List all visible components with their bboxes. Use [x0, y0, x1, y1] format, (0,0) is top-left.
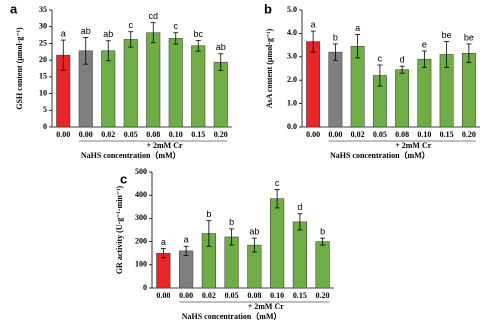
- significance-letter: ab: [216, 42, 226, 52]
- y-tick-label: 300: [135, 213, 147, 222]
- significance-letter: b: [333, 32, 338, 42]
- group-label: + 2mM Cr: [146, 141, 183, 150]
- x-axis-label: NaHS concentration（mM）: [330, 150, 430, 160]
- significance-letter: a: [61, 28, 66, 38]
- x-tick-label: 0.02: [101, 130, 115, 139]
- significance-letter: ab: [81, 26, 91, 36]
- bar: [156, 252, 171, 289]
- x-tick-label: 0.02: [351, 130, 365, 139]
- x-tick-label: 0.00: [56, 130, 70, 139]
- y-tick-label: 0: [43, 122, 47, 131]
- x-tick-label: 0.10: [270, 291, 284, 300]
- bar: [270, 198, 285, 289]
- bar: [417, 58, 432, 128]
- y-tick-label: 4.0: [287, 28, 297, 37]
- significance-letter: b: [320, 226, 325, 236]
- x-tick-label: 0.08: [146, 130, 160, 139]
- y-tick-label: 35: [39, 5, 47, 14]
- y-tick-label: 0.0: [287, 122, 297, 131]
- y-tick-label: 15: [39, 72, 47, 81]
- panel-label: a: [10, 1, 18, 16]
- y-tick-label: 2.0: [287, 75, 297, 84]
- y-tick-label: 100: [135, 260, 147, 269]
- significance-letter: ab: [103, 29, 113, 39]
- x-tick-label: 0.00: [79, 130, 93, 139]
- bar: [315, 241, 330, 289]
- significance-letter: d: [297, 202, 302, 212]
- significance-letter: b: [206, 209, 211, 219]
- y-tick-label: 5.0: [287, 5, 297, 14]
- significance-letter: c: [174, 21, 179, 31]
- bar: [213, 61, 228, 128]
- bar: [101, 50, 116, 128]
- x-tick-label: 0.10: [417, 130, 431, 139]
- x-tick-label: 0.00: [328, 130, 342, 139]
- bar: [168, 38, 183, 128]
- x-tick-label: 0.08: [395, 130, 409, 139]
- significance-letter: d: [400, 55, 405, 65]
- significance-letter: a: [311, 19, 316, 29]
- significance-letter: a: [355, 23, 360, 33]
- significance-letter: ab: [249, 226, 259, 236]
- y-axis-label: AsA content (μmol·g⁻¹): [265, 28, 274, 108]
- significance-letter: a: [161, 237, 166, 247]
- y-tick-label: 10: [39, 88, 47, 97]
- significance-letter: e: [422, 39, 427, 49]
- y-tick-label: 25: [39, 38, 47, 47]
- panel-label: b: [264, 1, 272, 16]
- y-tick-label: 3.0: [287, 52, 297, 61]
- x-tick-label: 0.08: [247, 291, 261, 300]
- panel-label: c: [120, 171, 127, 186]
- x-tick-label: 0.00: [306, 130, 320, 139]
- group-label: + 2mM Cr: [248, 302, 285, 311]
- group-label: + 2mM Cr: [395, 141, 432, 150]
- x-tick-label: 0.00: [179, 291, 193, 300]
- y-tick-label: 20: [39, 55, 47, 64]
- bar: [146, 32, 161, 128]
- y-tick-label: 500: [135, 167, 147, 176]
- bar: [395, 69, 410, 128]
- y-axis-label: GSH content (μmol·g⁻¹): [15, 27, 24, 110]
- significance-letter: c: [378, 53, 383, 63]
- x-tick-label: 0.10: [169, 130, 183, 139]
- significance-letter: b: [229, 217, 234, 227]
- x-tick-label: 0.15: [293, 291, 307, 300]
- y-tick-label: 1.0: [287, 98, 297, 107]
- bar: [123, 39, 138, 128]
- x-tick-label: 0.02: [202, 291, 216, 300]
- x-tick-label: 0.05: [225, 291, 239, 300]
- bar: [292, 221, 307, 289]
- x-tick-label: 0.05: [373, 130, 387, 139]
- bar: [306, 41, 321, 128]
- bar: [328, 51, 343, 128]
- y-tick-label: 200: [135, 236, 147, 245]
- x-tick-label: 0.05: [124, 130, 138, 139]
- significance-letter: a: [184, 235, 189, 245]
- bar: [179, 250, 194, 289]
- significance-letter: bc: [193, 29, 203, 39]
- x-tick-label: 0.20: [462, 130, 476, 139]
- y-tick-label: 400: [135, 190, 147, 199]
- significance-letter: c: [129, 20, 134, 30]
- x-tick-label: 0.00: [156, 291, 170, 300]
- bar: [461, 53, 476, 128]
- bar: [350, 46, 365, 128]
- x-tick-label: 0.15: [191, 130, 205, 139]
- x-tick-label: 0.15: [440, 130, 454, 139]
- x-tick-label: 0.20: [316, 291, 330, 300]
- x-tick-label: 0.20: [214, 130, 228, 139]
- bar: [191, 45, 206, 128]
- x-axis-label: NaHS concentration（mM）: [182, 311, 282, 320]
- significance-letter: cd: [148, 11, 158, 21]
- y-tick-label: 0: [143, 283, 147, 292]
- y-tick-label: 30: [39, 22, 47, 31]
- significance-letter: be: [464, 32, 474, 42]
- significance-letter: be: [442, 30, 452, 40]
- y-tick-label: 5: [43, 105, 47, 114]
- significance-letter: c: [275, 178, 280, 188]
- x-axis-label: NaHS concentration（mM）: [81, 150, 181, 160]
- y-axis-label: GR activity (U·g⁻¹·min⁻¹): [115, 185, 124, 274]
